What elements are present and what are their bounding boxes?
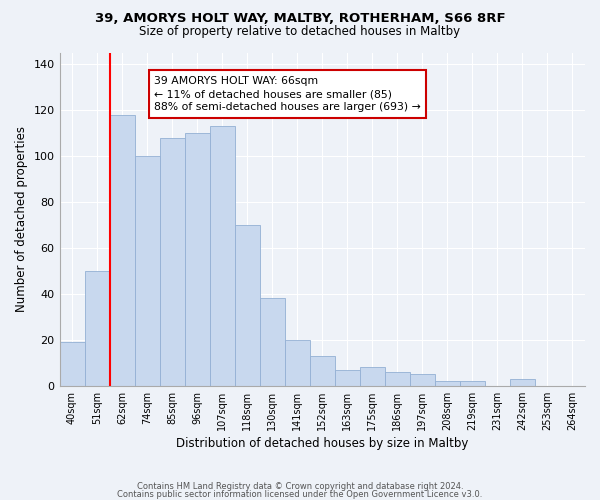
Bar (285, 340, 310, 386)
Bar (235, 225, 260, 386)
Bar (160, 138, 185, 386)
Bar (209, 126, 235, 386)
Y-axis label: Number of detached properties: Number of detached properties (15, 126, 28, 312)
Bar (335, 370, 360, 386)
Text: 39 AMORYS HOLT WAY: 66sqm
← 11% of detached houses are smaller (85)
88% of semi-: 39 AMORYS HOLT WAY: 66sqm ← 11% of detac… (154, 76, 421, 112)
Bar (435, 381, 460, 386)
Text: Contains HM Land Registry data © Crown copyright and database right 2024.: Contains HM Land Registry data © Crown c… (137, 482, 463, 491)
X-axis label: Distribution of detached houses by size in Maltby: Distribution of detached houses by size … (176, 437, 469, 450)
Text: Size of property relative to detached houses in Maltby: Size of property relative to detached ho… (139, 25, 461, 38)
Bar (360, 368, 385, 386)
Text: 39, AMORYS HOLT WAY, MALTBY, ROTHERHAM, S66 8RF: 39, AMORYS HOLT WAY, MALTBY, ROTHERHAM, … (95, 12, 505, 26)
Bar (59, 342, 85, 386)
Bar (385, 372, 410, 386)
Bar (410, 374, 435, 386)
Bar (85, 271, 110, 386)
Text: Contains public sector information licensed under the Open Government Licence v3: Contains public sector information licen… (118, 490, 482, 499)
Bar (310, 356, 335, 386)
Bar (460, 381, 485, 386)
Bar (510, 379, 535, 386)
Bar (260, 298, 285, 386)
Bar (110, 114, 134, 386)
Bar (134, 156, 160, 386)
Bar (185, 133, 209, 386)
